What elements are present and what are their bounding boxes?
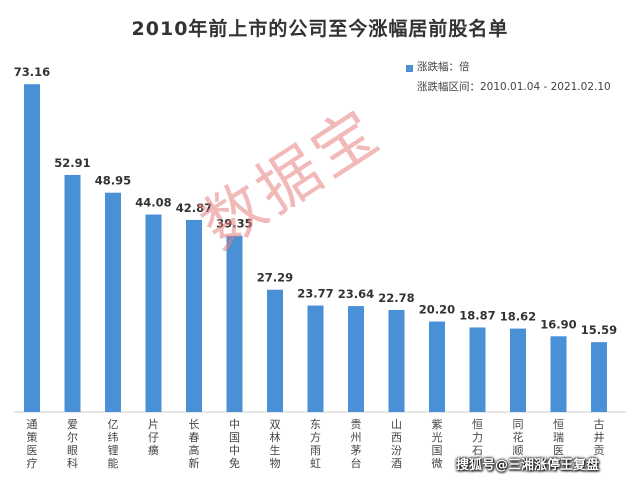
bar-1: [65, 175, 81, 412]
bar-14: [591, 342, 607, 412]
value-label-1: 52.91: [54, 156, 90, 170]
category-label-5-char-3: 免: [229, 456, 240, 470]
bar-9: [389, 310, 405, 412]
category-label-4-char-0: 长: [189, 418, 200, 431]
category-label-7-char-0: 东: [310, 418, 321, 431]
category-label-4-char-2: 高: [189, 443, 200, 457]
category-label-10-char-1: 光: [432, 430, 443, 444]
bar-0: [24, 84, 40, 412]
category-label-1-char-0: 爱: [67, 418, 78, 431]
value-label-7: 23.77: [297, 287, 333, 301]
category-label-0-char-3: 疗: [27, 456, 38, 470]
bar-2: [105, 193, 121, 412]
category-label-9-char-2: 汾: [391, 444, 402, 457]
value-label-0: 73.16: [14, 65, 50, 79]
category-label-2-char-0: 亿: [108, 418, 119, 431]
bar-3: [146, 215, 162, 412]
category-label-10-char-0: 紫: [432, 418, 443, 431]
category-label-9-char-1: 西: [391, 431, 402, 444]
category-label-2-char-2: 锂: [108, 443, 119, 457]
value-label-2: 48.95: [95, 174, 131, 188]
value-label-3: 44.08: [135, 196, 171, 210]
bar-4: [186, 220, 202, 412]
value-label-10: 20.20: [419, 303, 455, 317]
bar-11: [470, 327, 486, 412]
category-label-3-char-2: 癀: [148, 443, 159, 457]
value-label-11: 18.87: [459, 308, 495, 322]
bar-6: [267, 290, 283, 412]
category-label-5-char-0: 中: [229, 418, 240, 431]
category-label-8-char-1: 州: [351, 431, 362, 444]
category-label-3-char-1: 仔: [148, 431, 159, 444]
bar-12: [510, 329, 526, 412]
category-label-9-char-3: 酒: [391, 457, 402, 470]
category-label-13-char-1: 瑞: [553, 430, 564, 444]
category-label-7-char-3: 虹: [310, 457, 321, 470]
value-label-14: 15.59: [581, 323, 617, 337]
category-label-2-char-1: 纬: [108, 431, 119, 444]
category-label-13-char-0: 恒: [553, 418, 564, 431]
category-label-1-char-1: 尔: [67, 431, 78, 444]
category-label-12-char-0: 同: [513, 418, 524, 431]
category-label-5-char-1: 国: [229, 431, 240, 444]
bar-8: [348, 306, 364, 412]
category-label-8-char-2: 茅: [351, 444, 362, 457]
category-label-10-char-2: 国: [432, 444, 443, 457]
category-label-7-char-2: 雨: [310, 444, 321, 457]
category-label-6-char-2: 生: [270, 443, 281, 457]
category-label-11-char-1: 力: [472, 431, 483, 444]
category-label-12-char-1: 花: [513, 431, 524, 444]
category-label-0-char-2: 医: [27, 444, 38, 457]
category-label-8-char-0: 贵: [351, 418, 362, 431]
category-label-0-char-1: 策: [27, 430, 38, 444]
category-label-4-char-1: 春: [189, 431, 200, 444]
category-label-14-char-1: 井: [594, 430, 605, 444]
category-label-14-char-0: 古: [594, 418, 605, 431]
bar-13: [551, 336, 567, 412]
value-label-9: 22.78: [378, 291, 414, 305]
category-label-3-char-0: 片: [148, 418, 159, 431]
category-label-2-char-3: 能: [108, 456, 119, 470]
bar-10: [429, 322, 445, 412]
category-label-5-char-2: 中: [229, 444, 240, 457]
value-label-8: 23.64: [338, 287, 374, 301]
category-label-1-char-2: 眼: [67, 444, 78, 457]
value-label-13: 16.90: [540, 317, 576, 331]
value-label-12: 18.62: [500, 310, 536, 324]
category-label-6-char-3: 物: [270, 456, 281, 470]
category-label-0-char-0: 通: [27, 418, 38, 431]
value-label-6: 27.29: [257, 271, 293, 285]
category-label-11-char-0: 恒: [472, 418, 483, 431]
category-label-7-char-1: 方: [310, 430, 321, 444]
category-label-10-char-3: 微: [432, 456, 443, 470]
category-label-8-char-3: 台: [351, 456, 362, 470]
category-label-6-char-0: 双: [270, 418, 281, 431]
category-label-4-char-3: 新: [189, 456, 200, 470]
category-label-9-char-0: 山: [391, 418, 402, 431]
category-label-1-char-3: 科: [67, 456, 78, 470]
source-credit: 搜狐号@三湘涨停王复盘: [456, 454, 599, 473]
bar-7: [308, 306, 324, 412]
category-label-6-char-1: 林: [270, 430, 281, 444]
